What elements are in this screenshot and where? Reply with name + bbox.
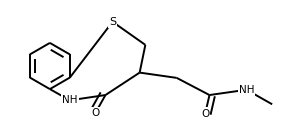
Text: O: O [91,108,99,118]
Text: NH: NH [62,95,78,105]
Text: NH: NH [239,85,254,95]
Text: S: S [109,17,116,27]
Text: O: O [201,109,209,119]
